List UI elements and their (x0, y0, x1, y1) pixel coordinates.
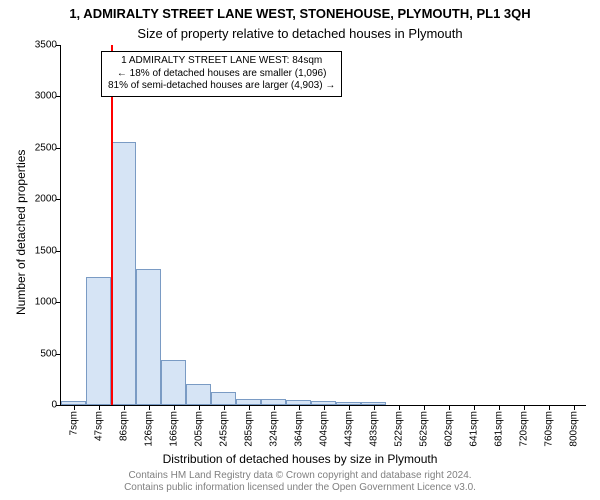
histogram-bar (136, 269, 161, 405)
x-tick-mark (424, 405, 425, 410)
footer-attribution: Contains HM Land Registry data © Crown c… (0, 470, 600, 494)
x-tick-mark (524, 405, 525, 410)
x-tick-mark (199, 405, 200, 410)
x-tick-label: 86sqm (118, 411, 129, 441)
y-tick-label: 500 (40, 348, 57, 359)
x-tick-mark (299, 405, 300, 410)
x-tick-label: 760sqm (543, 411, 554, 447)
y-tick-mark (56, 199, 61, 200)
x-tick-label: 562sqm (418, 411, 429, 447)
y-tick-label: 2000 (35, 194, 57, 205)
y-tick-mark (56, 302, 61, 303)
footer-line-1: Contains HM Land Registry data © Crown c… (0, 470, 600, 482)
x-tick-label: 205sqm (193, 411, 204, 447)
x-tick-mark (324, 405, 325, 410)
x-tick-label: 285sqm (243, 411, 254, 447)
page-subtitle: Size of property relative to detached ho… (0, 26, 600, 41)
x-tick-label: 166sqm (168, 411, 179, 447)
x-tick-label: 47sqm (93, 411, 104, 441)
y-tick-mark (56, 96, 61, 97)
annotation-line-2: ← 18% of detached houses are smaller (1,… (108, 68, 335, 81)
x-tick-label: 324sqm (268, 411, 279, 447)
page-title: 1, ADMIRALTY STREET LANE WEST, STONEHOUS… (0, 6, 600, 21)
y-axis-label: Number of detached properties (14, 150, 28, 315)
y-tick-label: 3000 (35, 91, 57, 102)
x-tick-mark (124, 405, 125, 410)
x-tick-mark (374, 405, 375, 410)
histogram-bar (186, 384, 211, 405)
histogram-bar (111, 142, 136, 405)
x-tick-mark (224, 405, 225, 410)
x-tick-mark (399, 405, 400, 410)
x-tick-mark (449, 405, 450, 410)
histogram-bar (161, 360, 186, 405)
x-tick-mark (99, 405, 100, 410)
x-tick-label: 245sqm (218, 411, 229, 447)
x-tick-mark (549, 405, 550, 410)
x-tick-label: 800sqm (568, 411, 579, 447)
y-tick-label: 1500 (35, 245, 57, 256)
y-tick-mark (56, 354, 61, 355)
annotation-line-3: 81% of semi-detached houses are larger (… (108, 80, 335, 93)
annotation-box: 1 ADMIRALTY STREET LANE WEST: 84sqm ← 18… (101, 51, 342, 97)
x-tick-label: 641sqm (468, 411, 479, 447)
x-tick-label: 443sqm (343, 411, 354, 447)
y-tick-mark (56, 251, 61, 252)
histogram-plot: 05001000150020002500300035007sqm47sqm86s… (60, 45, 586, 406)
x-tick-label: 720sqm (518, 411, 529, 447)
x-tick-mark (249, 405, 250, 410)
x-tick-label: 602sqm (443, 411, 454, 447)
marker-vertical-line (111, 45, 113, 405)
y-tick-mark (56, 148, 61, 149)
y-tick-label: 1000 (35, 297, 57, 308)
x-tick-mark (274, 405, 275, 410)
x-tick-label: 7sqm (68, 411, 79, 435)
x-tick-mark (499, 405, 500, 410)
y-tick-label: 3500 (35, 40, 57, 51)
y-tick-label: 2500 (35, 142, 57, 153)
footer-line-2: Contains public information licensed und… (0, 482, 600, 494)
annotation-line-1: 1 ADMIRALTY STREET LANE WEST: 84sqm (108, 55, 335, 68)
x-tick-mark (474, 405, 475, 410)
x-tick-mark (74, 405, 75, 410)
x-tick-label: 364sqm (293, 411, 304, 447)
x-axis-label: Distribution of detached houses by size … (0, 452, 600, 466)
histogram-bar (86, 277, 111, 405)
x-tick-label: 483sqm (368, 411, 379, 447)
x-tick-label: 522sqm (393, 411, 404, 447)
y-tick-mark (56, 405, 61, 406)
x-tick-mark (174, 405, 175, 410)
y-tick-mark (56, 45, 61, 46)
x-tick-mark (149, 405, 150, 410)
x-tick-mark (349, 405, 350, 410)
x-tick-label: 681sqm (493, 411, 504, 447)
x-tick-label: 126sqm (143, 411, 154, 447)
histogram-bar (211, 392, 236, 405)
x-tick-label: 404sqm (318, 411, 329, 447)
x-tick-mark (574, 405, 575, 410)
